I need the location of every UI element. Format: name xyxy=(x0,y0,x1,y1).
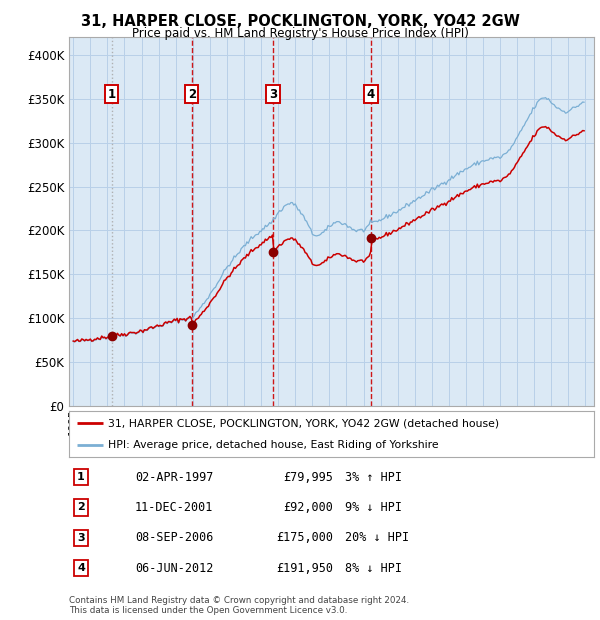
Text: 3% ↑ HPI: 3% ↑ HPI xyxy=(345,471,402,484)
Text: 31, HARPER CLOSE, POCKLINGTON, YORK, YO42 2GW: 31, HARPER CLOSE, POCKLINGTON, YORK, YO4… xyxy=(80,14,520,29)
Text: 4: 4 xyxy=(367,88,375,101)
Text: £191,950: £191,950 xyxy=(276,562,333,575)
Text: 31, HARPER CLOSE, POCKLINGTON, YORK, YO42 2GW (detached house): 31, HARPER CLOSE, POCKLINGTON, YORK, YO4… xyxy=(109,418,499,428)
Text: £175,000: £175,000 xyxy=(276,531,333,544)
Text: 2: 2 xyxy=(188,88,196,101)
Text: 2: 2 xyxy=(77,502,85,513)
Text: 8% ↓ HPI: 8% ↓ HPI xyxy=(345,562,402,575)
Text: 11-DEC-2001: 11-DEC-2001 xyxy=(135,501,214,514)
Text: Price paid vs. HM Land Registry's House Price Index (HPI): Price paid vs. HM Land Registry's House … xyxy=(131,27,469,40)
Text: Contains HM Land Registry data © Crown copyright and database right 2024.
This d: Contains HM Land Registry data © Crown c… xyxy=(69,596,409,615)
Text: HPI: Average price, detached house, East Riding of Yorkshire: HPI: Average price, detached house, East… xyxy=(109,440,439,451)
Text: 1: 1 xyxy=(77,472,85,482)
Text: 4: 4 xyxy=(77,563,85,574)
Text: 20% ↓ HPI: 20% ↓ HPI xyxy=(345,531,409,544)
Text: 3: 3 xyxy=(77,533,85,543)
Text: 3: 3 xyxy=(269,88,277,101)
Text: £79,995: £79,995 xyxy=(283,471,333,484)
Text: £92,000: £92,000 xyxy=(283,501,333,514)
Text: 9% ↓ HPI: 9% ↓ HPI xyxy=(345,501,402,514)
Text: 02-APR-1997: 02-APR-1997 xyxy=(135,471,214,484)
Text: 06-JUN-2012: 06-JUN-2012 xyxy=(135,562,214,575)
Text: 1: 1 xyxy=(107,88,116,101)
Text: 08-SEP-2006: 08-SEP-2006 xyxy=(135,531,214,544)
